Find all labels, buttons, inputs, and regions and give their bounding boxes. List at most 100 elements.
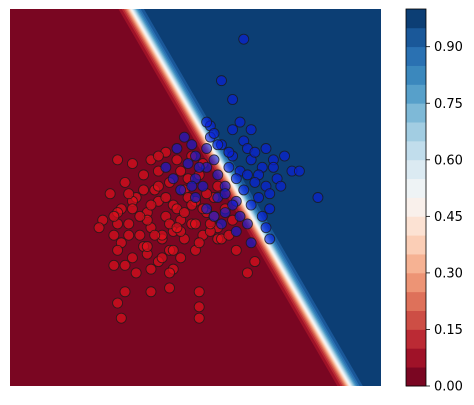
- data-point-series0-99: [112, 297, 124, 309]
- data-point-series1-53: [260, 222, 272, 234]
- data-point-series0-74: [138, 184, 150, 196]
- data-point-series0-95: [171, 222, 183, 234]
- data-point-series1-46: [264, 203, 276, 215]
- data-point-series0-62: [193, 286, 205, 298]
- colorbar: 0.00 0.15 0.30 0.45 0.60 0.75 0.90: [405, 8, 463, 395]
- data-point-series1-0: [238, 33, 250, 45]
- data-point-series0-9: [119, 176, 131, 188]
- colorbar-band-10: [406, 178, 426, 198]
- data-point-series0-79: [193, 237, 205, 249]
- data-point-series1-41: [264, 188, 276, 200]
- data-point-series1-10: [171, 143, 183, 154]
- data-point-series1-60: [249, 176, 261, 188]
- colorbar-bands: [406, 9, 426, 387]
- data-point-series1-22: [160, 161, 172, 173]
- data-point-series1-36: [175, 184, 187, 196]
- data-point-series0-73: [152, 180, 164, 192]
- colorbar-tick-label: 0.60: [434, 153, 463, 168]
- colorbar-band-13: [406, 122, 426, 142]
- data-point-series0-35: [134, 229, 146, 241]
- data-point-series1-6: [245, 124, 257, 136]
- data-point-series0-47: [175, 252, 187, 264]
- data-point-series1-72: [212, 139, 224, 151]
- colorbar-band-8: [406, 216, 426, 236]
- data-point-series1-11: [186, 139, 198, 151]
- data-point-series1-48: [219, 207, 231, 219]
- data-point-series0-5: [138, 169, 150, 181]
- data-point-series0-65: [123, 229, 135, 241]
- colorbar-band-2: [406, 329, 426, 349]
- plot-area: [10, 9, 381, 386]
- data-point-series0-52: [249, 256, 261, 268]
- colorbar-band-0: [406, 367, 426, 387]
- data-point-series1-25: [223, 161, 235, 173]
- colorbar-band-14: [406, 103, 426, 123]
- data-point-series1-12: [201, 143, 213, 154]
- data-point-series0-101: [193, 301, 205, 313]
- colorbar-tick-label: 0.30: [434, 266, 463, 281]
- colorbar-band-18: [406, 27, 426, 48]
- data-point-series0-76: [108, 210, 120, 222]
- data-point-series1-15: [260, 143, 272, 154]
- data-point-series0-77: [149, 229, 161, 241]
- data-point-series0-57: [175, 165, 187, 177]
- data-point-series1-70: [219, 188, 231, 200]
- data-point-series0-63: [119, 286, 131, 298]
- data-point-series0-27: [123, 218, 135, 230]
- data-point-series0-85: [156, 252, 168, 264]
- data-point-series0-4: [126, 158, 138, 170]
- data-point-series0-100: [145, 286, 157, 298]
- colorbar-tick-label: 0.15: [434, 323, 463, 338]
- data-point-series0-48: [230, 244, 242, 256]
- colorbar-tick-label: 0.75: [434, 97, 463, 112]
- data-point-series1-55: [264, 233, 276, 245]
- data-point-series0-92: [108, 259, 120, 271]
- data-point-series0-84: [112, 244, 124, 256]
- data-point-series1-61: [275, 180, 287, 192]
- colorbar-band-5: [406, 272, 426, 293]
- data-point-series1-54: [230, 225, 242, 237]
- data-point-series1-16: [190, 150, 201, 162]
- data-point-series0-14: [104, 188, 116, 200]
- data-point-series0-89: [145, 199, 157, 211]
- colorbar-tick-label: 0.45: [434, 210, 463, 225]
- data-point-series1-3: [234, 116, 246, 128]
- data-point-series0-51: [241, 267, 253, 279]
- colorbar-ticks: 0.00 0.15 0.30 0.45 0.60 0.75 0.90: [426, 40, 463, 395]
- data-point-series1-62: [193, 161, 205, 173]
- data-point-series0-87: [126, 203, 138, 215]
- colorbar-band-12: [406, 140, 426, 161]
- data-point-series1-39: [238, 184, 250, 196]
- data-point-series1-32: [230, 173, 242, 185]
- data-point-series0-53: [130, 267, 142, 279]
- data-point-series0-34: [108, 229, 120, 241]
- data-point-series1-69: [267, 161, 279, 173]
- data-point-series1-66: [201, 116, 213, 128]
- data-point-series1-58: [208, 127, 220, 139]
- data-point-series1-63: [208, 210, 220, 222]
- data-point-series0-103: [115, 312, 127, 324]
- colorbar-tick-label: 0.00: [434, 380, 463, 395]
- data-point-series1-35: [293, 165, 305, 177]
- data-point-series1-67: [186, 180, 198, 192]
- colorbar-band-6: [406, 254, 426, 274]
- data-point-series0-90: [178, 207, 190, 219]
- data-point-series1-59: [223, 146, 235, 158]
- data-point-series0-54: [164, 267, 175, 279]
- data-point-series0-45: [126, 252, 138, 264]
- scatter-points: [93, 33, 324, 324]
- colorbar-band-16: [406, 65, 426, 85]
- data-point-series1-65: [249, 146, 261, 158]
- data-point-series1-5: [227, 124, 239, 136]
- data-point-series1-2: [227, 94, 239, 105]
- data-point-series1-1: [216, 75, 227, 87]
- colorbar-band-11: [406, 159, 426, 180]
- data-point-series0-97: [167, 244, 179, 256]
- data-point-series0-64: [145, 263, 157, 275]
- colorbar-frame: [405, 8, 427, 387]
- data-point-series1-29: [167, 173, 179, 185]
- data-point-series1-50: [256, 210, 268, 222]
- data-point-series0-93: [123, 188, 135, 200]
- colorbar-band-15: [406, 84, 426, 104]
